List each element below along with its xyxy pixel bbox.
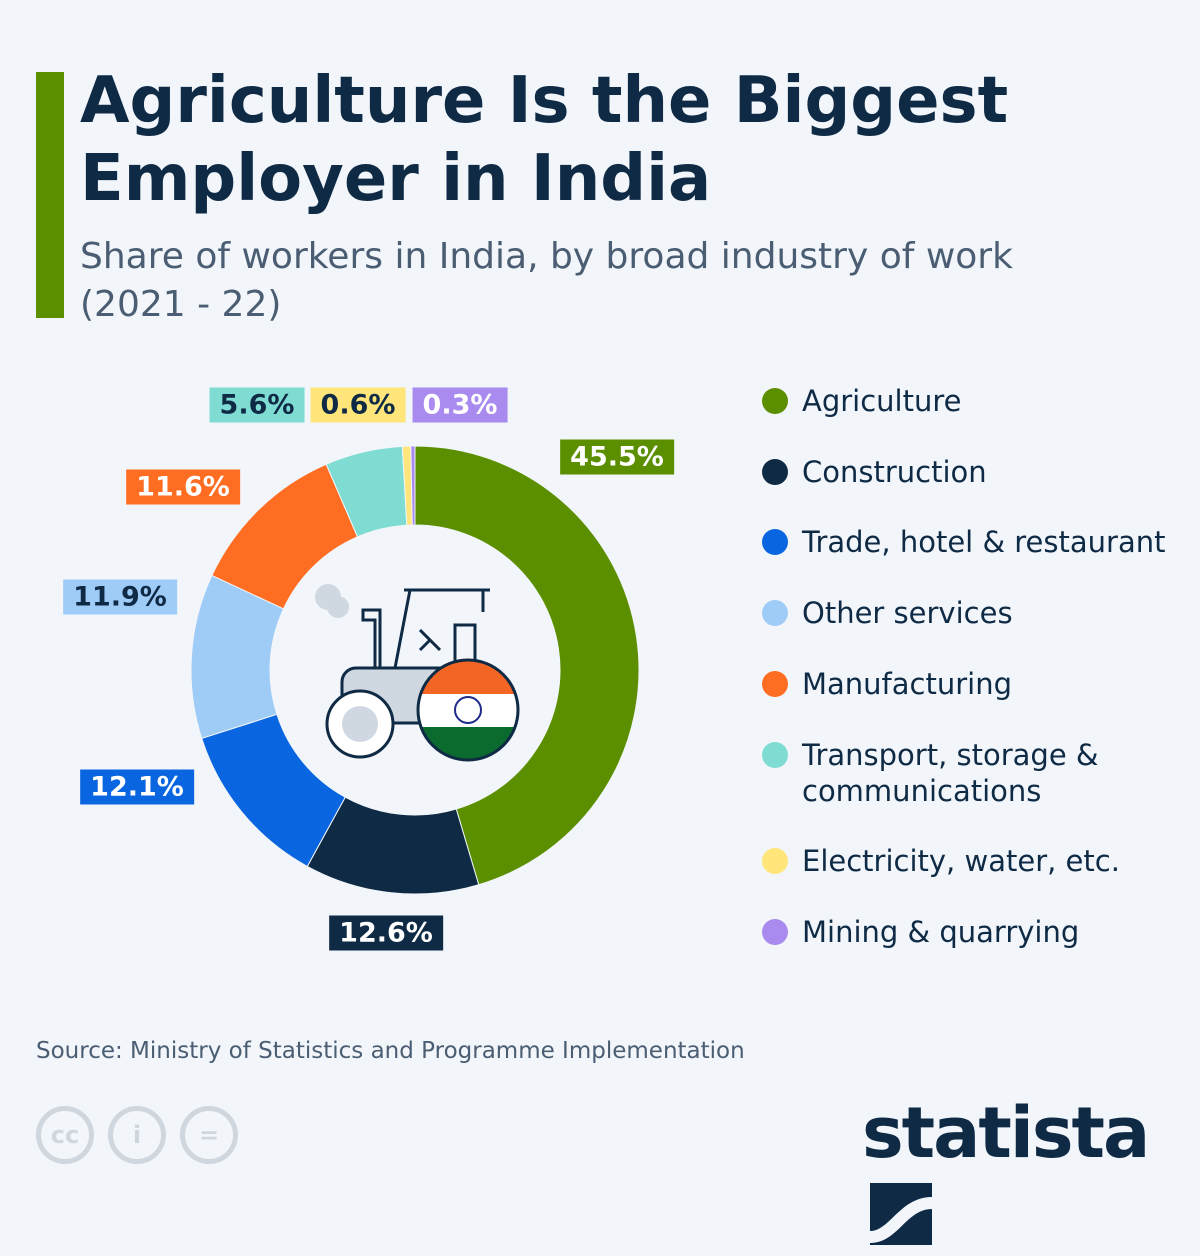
legend-item: Manufacturing xyxy=(762,666,1182,702)
legend-label: Construction xyxy=(802,455,987,489)
legend-swatch xyxy=(762,919,788,945)
legend-swatch xyxy=(762,742,788,768)
attribution-icon[interactable]: i xyxy=(108,1106,166,1164)
legend-item: Electricity, water, etc. xyxy=(762,843,1182,879)
data-label: 12.6% xyxy=(329,915,443,951)
accent-bar xyxy=(36,72,64,318)
data-label: 12.1% xyxy=(80,769,194,805)
legend-swatch xyxy=(762,848,788,874)
legend-label: Trade, hotel & restaurant xyxy=(802,525,1166,559)
brand-name: statista xyxy=(862,1092,1150,1174)
legend-item: Transport, storage & communications xyxy=(762,737,1182,809)
legend-swatch xyxy=(762,600,788,626)
tractor-with-india-flag-icon xyxy=(315,584,520,762)
legend-label: Manufacturing xyxy=(802,667,1012,701)
data-label: 0.6% xyxy=(310,387,406,423)
legend-label: Other services xyxy=(802,596,1013,630)
data-label: 5.6% xyxy=(209,387,305,423)
legend-swatch xyxy=(762,459,788,485)
chart-title: Agriculture Is the Biggest Employer in I… xyxy=(80,64,1009,216)
legend-label: Mining & quarrying xyxy=(802,915,1080,949)
source-note: Source: Ministry of Statistics and Progr… xyxy=(36,1038,745,1064)
statista-mark-icon xyxy=(870,1183,932,1245)
legend-label: Agriculture xyxy=(802,384,962,418)
legend-swatch xyxy=(762,529,788,555)
slice-7 xyxy=(410,445,416,526)
legend-item: Mining & quarrying xyxy=(762,914,1182,950)
legend-swatch xyxy=(762,388,788,414)
legend-item: Trade, hotel & restaurant xyxy=(762,524,1182,560)
data-label: 11.6% xyxy=(126,469,240,505)
legend-label: Transport, storage & communications xyxy=(802,738,1099,808)
legend-item: Agriculture xyxy=(762,383,1182,419)
data-label: 11.9% xyxy=(63,579,177,615)
legend-swatch xyxy=(762,671,788,697)
legend-label: Electricity, water, etc. xyxy=(802,844,1120,878)
donut-chart xyxy=(190,445,640,895)
data-label: 0.3% xyxy=(412,387,508,423)
legend-item: Other services xyxy=(762,595,1182,631)
statista-logo[interactable]: statista xyxy=(862,1092,1200,1256)
slice-0 xyxy=(414,445,640,886)
chart-subtitle: Share of workers in India, by broad indu… xyxy=(80,236,1013,325)
data-label: 45.5% xyxy=(560,439,674,475)
no-derivatives-icon[interactable]: = xyxy=(180,1106,238,1164)
legend-item: Construction xyxy=(762,454,1182,490)
cc-icon[interactable]: cc xyxy=(36,1106,94,1164)
